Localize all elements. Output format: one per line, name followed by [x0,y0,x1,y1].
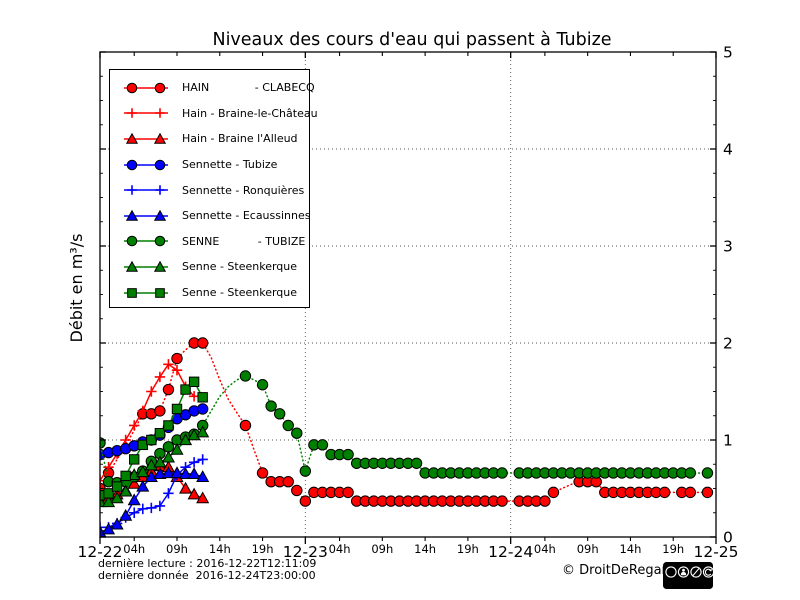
legend-label: Senne - Steenkerque [182,260,298,274]
svg-text:5: 5 [723,44,733,62]
legend-label: Hain - Braine-le-Château [182,106,318,120]
legend-label: HAIN - CLABECQ [182,81,315,95]
cc-icon: cc [667,569,675,576]
legend-label: Sennette - Ronquières [182,183,305,197]
legend-sample-circle [124,159,168,170]
svg-text:04h: 04h [123,542,145,556]
svg-text:12-22: 12-22 [77,543,122,561]
series-sennette-ecaussinnes [100,466,210,538]
cc-license-badge: cc $ BY NC SA [663,562,713,589]
y-axis-label: Débit en m³/s [67,234,86,343]
legend-item-senne-steenkerque-1: Senne - Steenkerque [120,254,309,280]
legend-sample-circle [124,236,168,247]
legend-sample-plus [124,185,168,195]
last-reading-text: dernière lecture : 2016-12-22T12:11:09 [98,557,317,570]
svg-text:12-23: 12-23 [283,543,328,561]
legend-label: Hain - Braine l'Alleud [182,132,298,146]
svg-text:04h: 04h [534,542,556,556]
legend-sample-triangle [124,132,168,144]
legend-item-hain-clabecq: HAIN - CLABECQ [120,75,315,101]
last-data-text: dernière donnée 2016-12-24T23:00:00 [98,569,316,582]
svg-text:0: 0 [723,529,733,547]
data-series [100,337,714,538]
legend: HAIN - CLABECQ Hain - Braine-le-Château Ha… [109,69,318,308]
series-hain-clabecq [100,337,714,507]
svg-text:19h: 19h [457,542,479,556]
svg-text:2: 2 [723,335,733,353]
svg-text:09h: 09h [371,542,393,556]
by-person-icon [680,568,687,576]
svg-text:19h: 19h [662,542,684,556]
legend-item-sennette-ecaussinnes: Sennette - Ecaussinnes [120,203,311,229]
nc-dollar-icon: $ [692,568,700,577]
svg-text:12-25: 12-25 [693,543,738,561]
legend-item-sennette-ronquieres: Sennette - Ronquières [120,177,309,203]
legend-label: Sennette - Ecaussinnes [182,209,311,223]
svg-text:1: 1 [723,432,733,450]
nc-label: NC [693,582,700,588]
svg-text:12-24: 12-24 [488,543,533,561]
svg-text:04h: 04h [329,542,351,556]
legend-sample-circle [124,82,168,94]
svg-text:14h: 14h [414,542,436,556]
legend-item-hain-braine-lalleud: Hain - Braine l'Alleud [120,126,309,152]
svg-text:19h: 19h [252,542,274,556]
svg-text:3: 3 [723,238,733,256]
legend-label: SENNE - TUBIZE [182,234,306,248]
svg-text:09h: 09h [577,542,599,556]
series-senne-steenkerque-1 [100,425,210,508]
svg-text:09h: 09h [166,542,188,556]
legend-item-senne-steenkerque-2: Senne - Steenkerque [120,280,309,306]
sa-arrow-icon [704,568,712,576]
legend-label: Sennette - Tubize [182,158,278,172]
legend-label: Senne - Steenkerque [182,286,298,300]
sa-label: SA [705,582,712,588]
axis-ticks [99,51,717,544]
svg-text:14h: 14h [209,542,231,556]
legend-sample-plus [124,108,168,119]
legend-sample-square [124,287,168,298]
svg-text:14h: 14h [619,542,641,556]
svg-text:4: 4 [723,141,733,159]
cc-badge-icons [665,566,713,578]
legend-sample-triangle [124,209,168,221]
legend-sample-triangle [124,260,168,272]
legend-item-hain-braine-le-chateau: Hain - Braine-le-Château [120,101,318,127]
by-label: BY [681,582,687,588]
chart-title: Niveaux des cours d'eau qui passent à Tu… [212,30,611,50]
legend-item-sennette-tubize: Sennette - Tubize [120,152,309,178]
legend-item-senne-tubize: SENNE - TUBIZE [120,229,309,255]
